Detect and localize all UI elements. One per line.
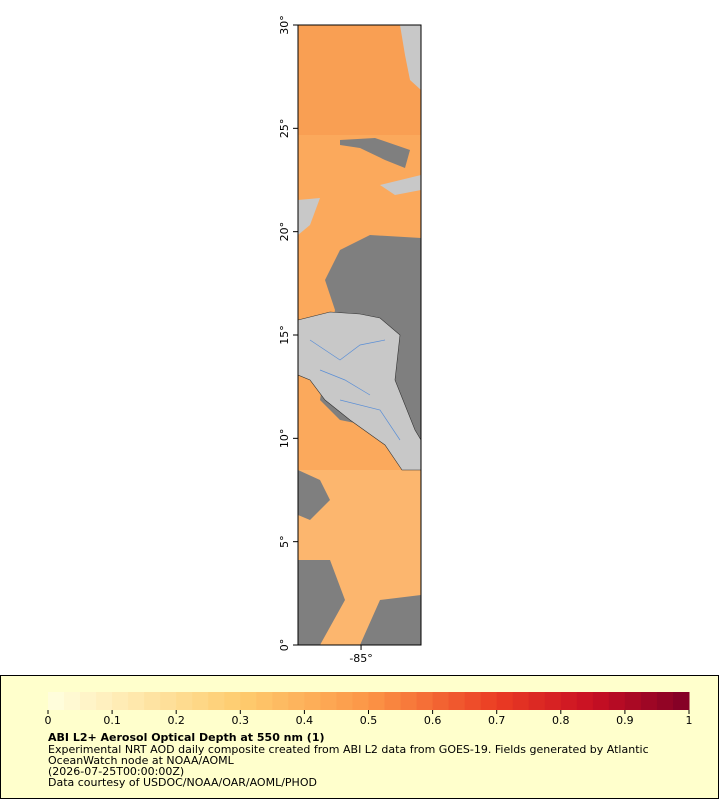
- colorbar-step: [208, 692, 225, 710]
- colorbar-step: [656, 692, 674, 710]
- map: [297, 24, 422, 646]
- aod-field-high: [298, 25, 421, 135]
- colorbar-tick-label: 0.1: [103, 714, 121, 727]
- colorbar-step: [336, 692, 353, 710]
- legend-line: OceanWatch node at NOAA/AOML: [48, 754, 235, 767]
- colorbar-step: [320, 692, 337, 710]
- lat-tick-label: 0°: [278, 639, 291, 652]
- colorbar-tick-label: 0.8: [552, 714, 570, 727]
- colorbar-step: [304, 692, 321, 710]
- colorbar-step: [272, 692, 289, 710]
- colorbar-tick-label: 0.6: [424, 714, 442, 727]
- colorbar-step: [432, 692, 450, 710]
- colorbar-step: [144, 692, 161, 710]
- colorbar-step: [640, 692, 658, 710]
- colorbar-step: [624, 692, 642, 710]
- colorbar-step: [544, 692, 562, 710]
- axes: 0° 5° 10° 15° 20° 25° 30° -85°: [278, 15, 373, 665]
- colorbar-step: [96, 692, 113, 710]
- legend-title: ABI L2+ Aerosol Optical Depth at 550 nm …: [48, 731, 325, 744]
- colorbar-step: [448, 692, 466, 710]
- colorbar-tick-label: 0.7: [488, 714, 506, 727]
- lat-tick-label: 5°: [278, 535, 291, 548]
- lat-tick-label: 25°: [278, 119, 291, 139]
- colorbar-step: [288, 692, 305, 710]
- colorbar-step: [128, 692, 145, 710]
- legend-line: (2026-07-25T00:00:00Z): [48, 765, 184, 778]
- colorbar-step: [352, 692, 369, 710]
- colorbar-step: [48, 692, 65, 710]
- colorbar-step: [400, 692, 418, 710]
- lat-tick-label: 30°: [278, 15, 291, 35]
- colorbar-tick-label: 0: [45, 714, 52, 727]
- colorbar-step: [64, 692, 81, 710]
- colorbar-tick-label: 0.5: [360, 714, 378, 727]
- colorbar-step: [592, 692, 610, 710]
- colorbar-tick-label: 0.4: [296, 714, 314, 727]
- colorbar: 0 0.1 0.2 0.3 0.4 0.5 0.6 0.7 0.8 0.9 1: [45, 692, 693, 727]
- colorbar-step: [576, 692, 594, 710]
- colorbar-step: [480, 692, 498, 710]
- legend-line: Data courtesy of USDOC/NOAA/OAR/AOML/PHO…: [48, 776, 317, 789]
- colorbar-step: [256, 692, 273, 710]
- lat-tick-label: 15°: [278, 325, 291, 345]
- colorbar-step: [160, 692, 177, 710]
- colorbar-step: [608, 692, 626, 710]
- colorbar-step: [176, 692, 193, 710]
- land: [298, 198, 320, 235]
- colorbar-step: [192, 692, 209, 710]
- lon-tick-label: -85°: [349, 652, 372, 665]
- colorbar-step: [384, 692, 402, 710]
- colorbar-step: [80, 692, 97, 710]
- land: [400, 25, 421, 90]
- colorbar-step: [496, 692, 514, 710]
- lat-tick-label: 10°: [278, 429, 291, 449]
- rivers: [309, 339, 401, 441]
- colorbar-step: [368, 692, 386, 710]
- colorbar-step: [416, 692, 434, 710]
- colorbar-tick-label: 0.9: [616, 714, 634, 727]
- colorbar-step: [672, 692, 690, 710]
- colorbar-step: [224, 692, 241, 710]
- colorbar-tick-label: 1: [686, 714, 693, 727]
- water: [340, 138, 410, 168]
- land: [380, 175, 421, 195]
- colorbar-tick-label: 0.3: [232, 714, 250, 727]
- sea: [298, 470, 421, 645]
- colorbar-tick-label: 0.2: [167, 714, 185, 727]
- colorbar-step: [528, 692, 546, 710]
- colorbar-step: [464, 692, 482, 710]
- legend-line: Experimental NRT AOD daily composite cre…: [48, 743, 649, 756]
- colorbar-step: [240, 692, 257, 710]
- colorbar-step: [112, 692, 129, 710]
- lat-tick-label: 20°: [278, 222, 291, 242]
- colorbar-step: [512, 692, 530, 710]
- colorbar-step: [560, 692, 578, 710]
